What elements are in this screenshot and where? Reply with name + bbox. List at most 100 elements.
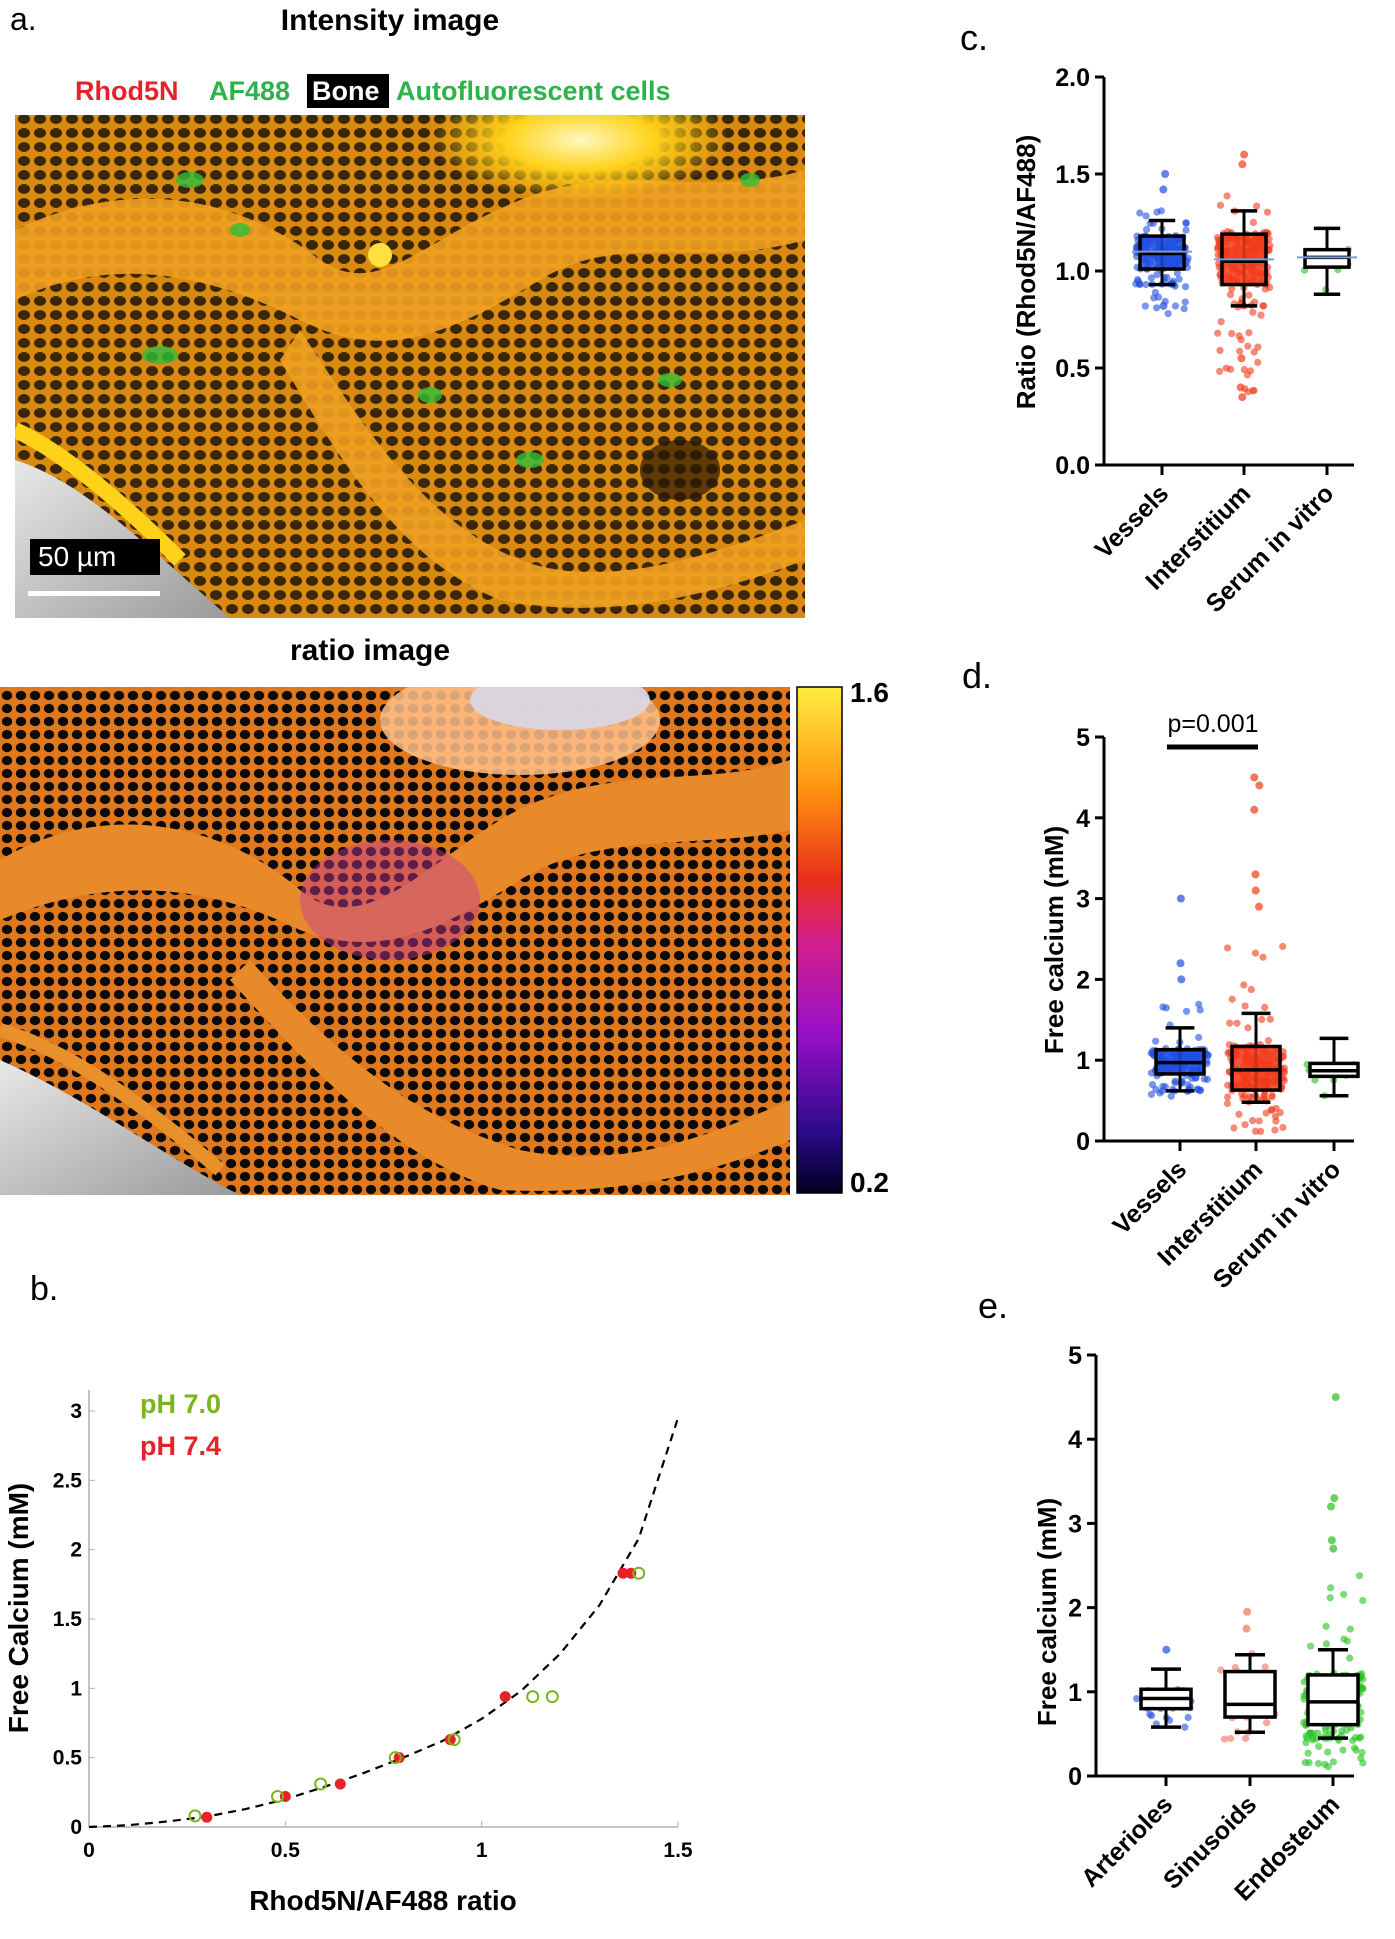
e-point [1355, 1734, 1363, 1742]
e-point [1340, 1590, 1348, 1599]
c-outlier [1159, 185, 1168, 194]
c-point [1141, 302, 1149, 310]
d-point [1249, 1116, 1257, 1125]
c-point [1181, 298, 1189, 306]
d-point [1182, 1007, 1191, 1015]
ratio-image [0, 687, 790, 1195]
b-point-ph70 [632, 1566, 646, 1580]
e-point [1358, 1684, 1366, 1692]
colorbar-min: 0.2 [850, 1167, 889, 1198]
e-point [1339, 1746, 1347, 1754]
c-point [1173, 269, 1181, 277]
e-point [1346, 1625, 1354, 1633]
d-point [1223, 1099, 1232, 1108]
c-point [1142, 225, 1151, 234]
e-y-tick-label: 4 [1068, 1426, 1082, 1454]
d-point [1223, 1093, 1232, 1101]
d-ylabel: Free calcium (mM) [1039, 826, 1069, 1054]
c-point [1245, 291, 1253, 299]
c-point [1236, 347, 1244, 355]
e-point [1352, 1746, 1360, 1754]
d-y-tick-label: 0 [1076, 1128, 1090, 1156]
b-y-tick-label: 0.5 [53, 1747, 83, 1770]
c-point [1249, 218, 1258, 226]
c-point [1136, 209, 1144, 217]
d-y-tick-label: 2 [1076, 966, 1090, 994]
d-outlier [1176, 894, 1185, 903]
chart-d: Free calcium (mM) p=0.001 012345VesselsI… [1039, 710, 1360, 1294]
b-point-ph70 [270, 1789, 284, 1803]
b-y-tick-label: 1.5 [53, 1608, 83, 1631]
c-point [1153, 208, 1161, 216]
e-outlier [1331, 1393, 1340, 1402]
d-y-tick-label: 3 [1076, 886, 1090, 914]
e-point [1358, 1748, 1366, 1757]
panel-e-letter: e. [978, 1285, 1008, 1326]
colorbar: 1.6 0.2 [796, 677, 889, 1198]
c-ylabel: Ratio (Rhod5N/AF488) [1011, 135, 1041, 409]
d-point [1193, 1085, 1202, 1093]
e-point [1322, 1640, 1330, 1648]
b-x-tick-label: 1.5 [663, 1839, 693, 1862]
channel-legend: Rhod5N AF488 Bone Autofluorescent cells [75, 74, 671, 108]
d-point [1167, 1092, 1175, 1100]
d-point [1251, 949, 1260, 957]
panel-e: e. Free calcium (mM) 012345ArteriolesSin… [978, 1285, 1367, 1906]
c-point [1217, 318, 1225, 326]
e-point [1184, 1713, 1192, 1722]
colorbar-max: 1.6 [850, 677, 889, 708]
d-point [1192, 1074, 1200, 1082]
c-point [1252, 202, 1261, 210]
e-point [1355, 1572, 1364, 1580]
intensity-title: Intensity image [281, 4, 499, 37]
d-outlier [1251, 870, 1260, 879]
c-outlier [1237, 354, 1246, 363]
c-point [1254, 343, 1262, 351]
c-point [1243, 371, 1252, 379]
e-y-tick-label: 5 [1068, 1342, 1082, 1370]
c-point [1154, 293, 1163, 301]
e-outlier [1329, 1544, 1338, 1553]
e-outlier [1162, 1645, 1171, 1654]
d-y-tick-label: 1 [1076, 1047, 1090, 1075]
e-point [1314, 1759, 1323, 1768]
panel-c: c. Ratio (Rhod5N/AF488) 0.0 0.5 1.0 1.5 2.0 V… [960, 17, 1357, 618]
e-y-tick-label: 0 [1068, 1763, 1082, 1791]
d-point [1271, 1126, 1279, 1134]
d-point [1261, 1003, 1269, 1012]
c-point [1240, 365, 1248, 374]
legend-af488: AF488 [209, 76, 290, 106]
b-point-ph70 [314, 1777, 328, 1791]
c-y-tick-label: 0.5 [1055, 355, 1090, 383]
e-point [1324, 1763, 1332, 1771]
c-point [1244, 342, 1252, 350]
b-legend-ph74: pH 7.4 [140, 1431, 221, 1461]
c-point [1226, 291, 1235, 299]
scale-bar: 50 µm [28, 539, 160, 596]
d-point [1148, 1081, 1157, 1089]
scale-bar-label: 50 µm [38, 541, 116, 572]
e-point [1220, 1735, 1229, 1743]
intensity-image [15, 115, 805, 618]
e-y-tick-label: 3 [1068, 1510, 1082, 1538]
panel-a-letter: a. [10, 1, 37, 37]
e-point [1315, 1742, 1323, 1751]
d-point [1161, 1083, 1169, 1091]
c-outlier [1236, 383, 1245, 392]
e-point [1329, 1758, 1337, 1766]
e-point [1263, 1719, 1271, 1727]
d-point [1240, 981, 1248, 989]
c-point [1142, 212, 1150, 220]
d-point [1258, 1015, 1266, 1024]
panel-d: d. Free calcium (mM) p=0.001 012345Vesse… [962, 655, 1360, 1294]
c-y-tick-label: 0.0 [1055, 452, 1090, 480]
e-point [1302, 1739, 1310, 1747]
c-point [1259, 302, 1267, 310]
c-point [1182, 226, 1190, 234]
e-point [1322, 1622, 1330, 1630]
d-point [1228, 995, 1236, 1003]
b-y-tick-label: 2.5 [53, 1469, 83, 1492]
d-outlier [1177, 975, 1186, 984]
b-point-ph74 [499, 1691, 511, 1703]
d-point [1311, 1076, 1319, 1084]
